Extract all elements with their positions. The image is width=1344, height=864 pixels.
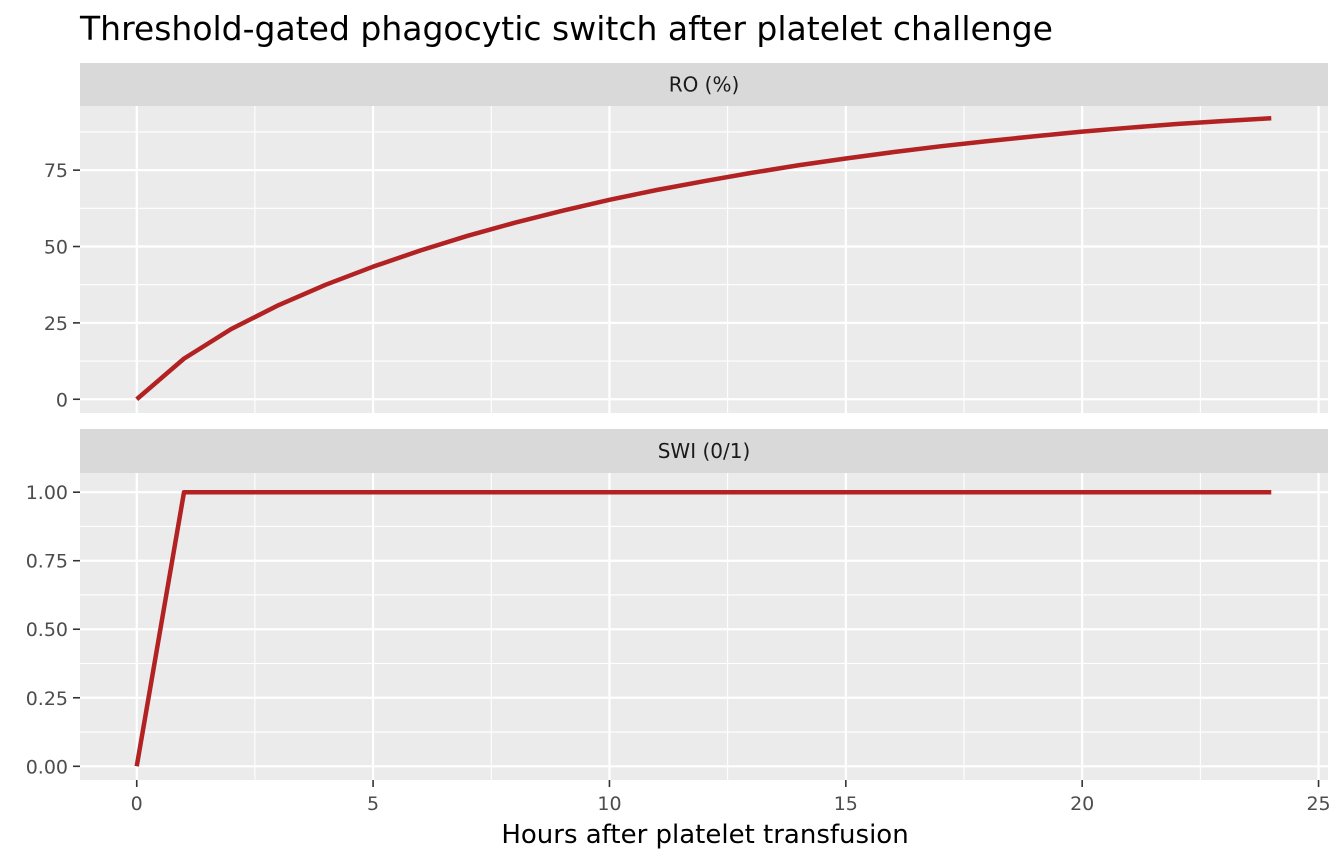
panel-background bbox=[80, 473, 1328, 780]
x-axis-title: Hours after platelet transfusion bbox=[501, 820, 908, 850]
y-tick-label: 25 bbox=[44, 313, 68, 335]
series-line bbox=[134, 489, 1272, 767]
x-tick-label: 15 bbox=[834, 793, 858, 815]
x-tick-label: 0 bbox=[131, 793, 143, 815]
facet-strip-label: SWI (0/1) bbox=[658, 439, 751, 463]
x-tick-label: 10 bbox=[597, 793, 621, 815]
facet-panels: RO (%) 0 25 50 75 SWI (0/1) 0.00 0.25 0.50 0.75 1.… bbox=[26, 63, 1328, 780]
y-tick-label: 50 bbox=[44, 237, 68, 259]
x-tick-label: 20 bbox=[1070, 793, 1094, 815]
facet-panel-2: SWI (0/1) 0.00 0.25 0.50 0.75 1.00 bbox=[26, 429, 1328, 780]
y-tick-label: 75 bbox=[44, 160, 68, 182]
facet-strip-label: RO (%) bbox=[669, 73, 740, 97]
facet-strip bbox=[80, 63, 1328, 106]
facet-panel-1: RO (%) 0 25 50 75 bbox=[44, 63, 1328, 413]
chart-title: Threshold-gated phagocytic switch after … bbox=[79, 9, 1053, 48]
y-tick-label: 0.50 bbox=[26, 619, 68, 641]
x-axis: 0 5 10 15 20 25 bbox=[131, 780, 1331, 815]
panel-background bbox=[80, 106, 1328, 413]
series-line bbox=[135, 115, 1272, 401]
x-tick-label: 5 bbox=[367, 793, 379, 815]
y-tick-label: 0.75 bbox=[26, 551, 68, 573]
y-tick-label: 0.25 bbox=[26, 688, 68, 710]
facet-strip bbox=[80, 429, 1328, 473]
y-tick-label: 1.00 bbox=[26, 482, 68, 504]
x-tick-label: 25 bbox=[1306, 793, 1330, 815]
y-tick-label: 0.00 bbox=[26, 756, 68, 778]
y-tick-label: 0 bbox=[56, 389, 68, 411]
